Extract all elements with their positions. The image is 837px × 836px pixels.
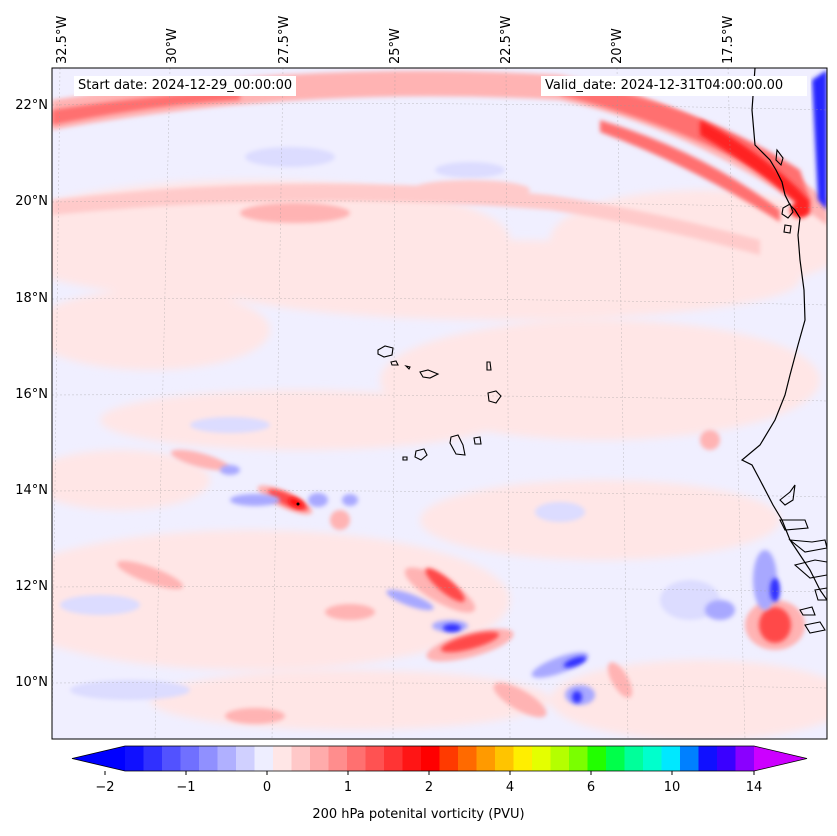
lat-label-18n: 18°N — [15, 291, 48, 306]
valid-date-label: Valid_date: 2024-12-31T04:00:00.00 — [541, 76, 807, 96]
colorbar-segment — [532, 746, 551, 771]
lat-label-14n: 14°N — [15, 483, 48, 498]
colorbar-segment — [587, 746, 607, 771]
cbar-tick-label: 4 — [505, 780, 515, 795]
cbar-tick-label: 1 — [343, 780, 353, 795]
lon-label-20w: 20°W — [610, 28, 625, 64]
start-date-label: Start date: 2024-12-29_00:00:00 — [74, 76, 297, 96]
map-frame — [51, 67, 828, 740]
colorbar-segment — [384, 746, 403, 771]
colorbar-segment — [310, 746, 329, 771]
lat-label-16n: 16°N — [15, 387, 48, 402]
colorbar-segment — [606, 746, 625, 771]
lon-label-25w: 25°W — [388, 28, 403, 64]
colorbar-extend-low — [72, 746, 125, 771]
colorbar-segment — [217, 746, 237, 771]
lon-label-22-5w: 22.5°W — [499, 15, 514, 64]
colorbar-segment — [199, 746, 218, 771]
cbar-tick-label: −1 — [176, 780, 196, 795]
point-marker — [296, 502, 300, 506]
colorbar-segment — [402, 746, 422, 771]
colorbar-segment — [254, 746, 274, 771]
cbar-tick-label: 2 — [424, 780, 434, 795]
colorbar-segment — [162, 746, 181, 771]
colorbar-segment — [643, 746, 662, 771]
colorbar-segment — [291, 746, 311, 771]
lon-label-32-5w: 32.5°W — [55, 15, 70, 64]
colorbar-title: 200 hPa potenital vorticity (PVU) — [312, 807, 525, 822]
colorbar-segment — [143, 746, 163, 771]
colorbar-segment — [439, 746, 459, 771]
colorbar-segment — [550, 746, 570, 771]
colorbar-segment — [125, 746, 144, 771]
lat-label-10n: 10°N — [15, 675, 48, 690]
graticule — [52, 68, 827, 739]
cbar-tick-label: 14 — [745, 780, 763, 795]
colorbar-segment — [698, 746, 718, 771]
colorbar-segment — [328, 746, 348, 771]
colorbar-segment — [236, 746, 255, 771]
lon-label-30w: 30°W — [165, 28, 180, 64]
lon-label-17-5w: 17.5°W — [721, 15, 736, 64]
pv-field — [52, 68, 827, 739]
colorbar-segment — [180, 746, 200, 771]
colorbar-outline — [71, 745, 808, 772]
senegal-gambia-border — [775, 148, 827, 634]
lat-label-22n: 22°N — [15, 98, 48, 113]
colorbar-segment — [273, 746, 292, 771]
cbar-tick-label: −2 — [95, 780, 115, 795]
colorbar-segment — [365, 746, 385, 771]
cbar-tick-label: 10 — [663, 780, 681, 795]
colorbar-segment — [624, 746, 644, 771]
colorbar-segment — [569, 746, 588, 771]
africa-coastline — [740, 68, 827, 601]
cbar-tick-label: 0 — [262, 780, 272, 795]
colorbar — [71, 745, 808, 775]
colorbar-segment — [661, 746, 681, 771]
colorbar-segment — [513, 746, 533, 771]
colorbar-segment — [421, 746, 440, 771]
colorbar-extend-high — [754, 746, 807, 771]
colorbar-segment — [735, 746, 755, 771]
colorbar-segment — [347, 746, 366, 771]
colorbar-segment — [476, 746, 496, 771]
colorbar-segment — [458, 746, 477, 771]
colorbar-segment — [495, 746, 514, 771]
lat-label-12n: 12°N — [15, 579, 48, 594]
colorbar-segment — [717, 746, 736, 771]
colorbar-segment — [680, 746, 699, 771]
cbar-tick-label: 6 — [586, 780, 596, 795]
cape-verde-islands — [377, 345, 502, 461]
lon-label-27-5w: 27.5°W — [277, 15, 292, 64]
lat-label-20n: 20°N — [15, 194, 48, 209]
